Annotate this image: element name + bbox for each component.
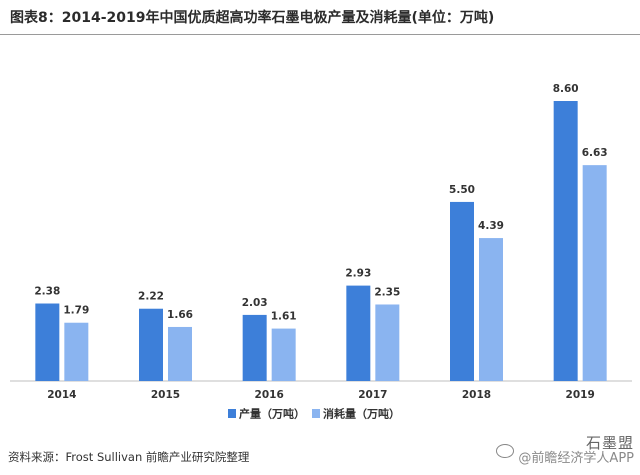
data-label-production-2015: 2.22	[138, 291, 164, 303]
x-tick-label-2015: 2015	[151, 389, 180, 401]
bar-consumption-2016	[271, 328, 296, 381]
bar-production-2018	[450, 201, 474, 381]
x-tick-label-2018: 2018	[462, 389, 491, 401]
data-label-consumption-2014: 1.79	[63, 305, 89, 317]
legend-swatch-consumption	[312, 409, 320, 418]
x-tick-label-2014: 2014	[47, 389, 76, 401]
x-tick-label-2017: 2017	[358, 389, 387, 401]
legend-swatch-production	[228, 409, 236, 418]
x-tick-label-2016: 2016	[255, 389, 284, 401]
chart-title: 图表8：2014-2019年中国优质超高功率石墨电极产量及消耗量(单位：万吨)	[10, 10, 495, 26]
bar-consumption-2018	[479, 238, 503, 381]
bar-production-2015	[139, 308, 163, 381]
bar-production-2014	[35, 303, 60, 381]
bar-consumption-2017	[375, 304, 400, 381]
bar-production-2017	[346, 285, 371, 381]
data-label-production-2017: 2.93	[345, 268, 371, 280]
data-label-production-2018: 5.50	[449, 184, 475, 196]
data-label-production-2016: 2.03	[242, 297, 268, 309]
x-tick-label-2019: 2019	[566, 389, 595, 401]
data-label-consumption-2018: 4.39	[478, 220, 504, 232]
legend-label-production: 产量（万吨）	[239, 407, 305, 421]
data-label-consumption-2016: 1.61	[271, 311, 297, 323]
data-label-production-2014: 2.38	[34, 286, 60, 298]
wechat-icon	[496, 444, 515, 458]
watermark-brand: 石墨盟	[585, 434, 634, 452]
legend-label-consumption: 消耗量（万吨）	[323, 407, 400, 421]
bar-production-2016	[242, 314, 267, 381]
bar-consumption-2014	[64, 322, 89, 381]
bar-consumption-2015	[168, 326, 192, 381]
data-label-consumption-2017: 2.35	[374, 286, 400, 298]
title-divider	[0, 34, 640, 35]
source-note: 资料来源：Frost Sullivan 前瞻产业研究院整理	[8, 450, 250, 464]
bar-production-2019	[553, 101, 578, 381]
data-label-consumption-2019: 6.63	[582, 147, 608, 159]
watermark: 石墨盟 @前瞻经济学人APP	[496, 436, 634, 466]
watermark-app: @前瞻经济学人APP	[518, 451, 634, 466]
bar-consumption-2019	[582, 165, 607, 381]
data-label-production-2019: 8.60	[553, 83, 579, 95]
data-label-consumption-2015: 1.66	[167, 309, 193, 321]
